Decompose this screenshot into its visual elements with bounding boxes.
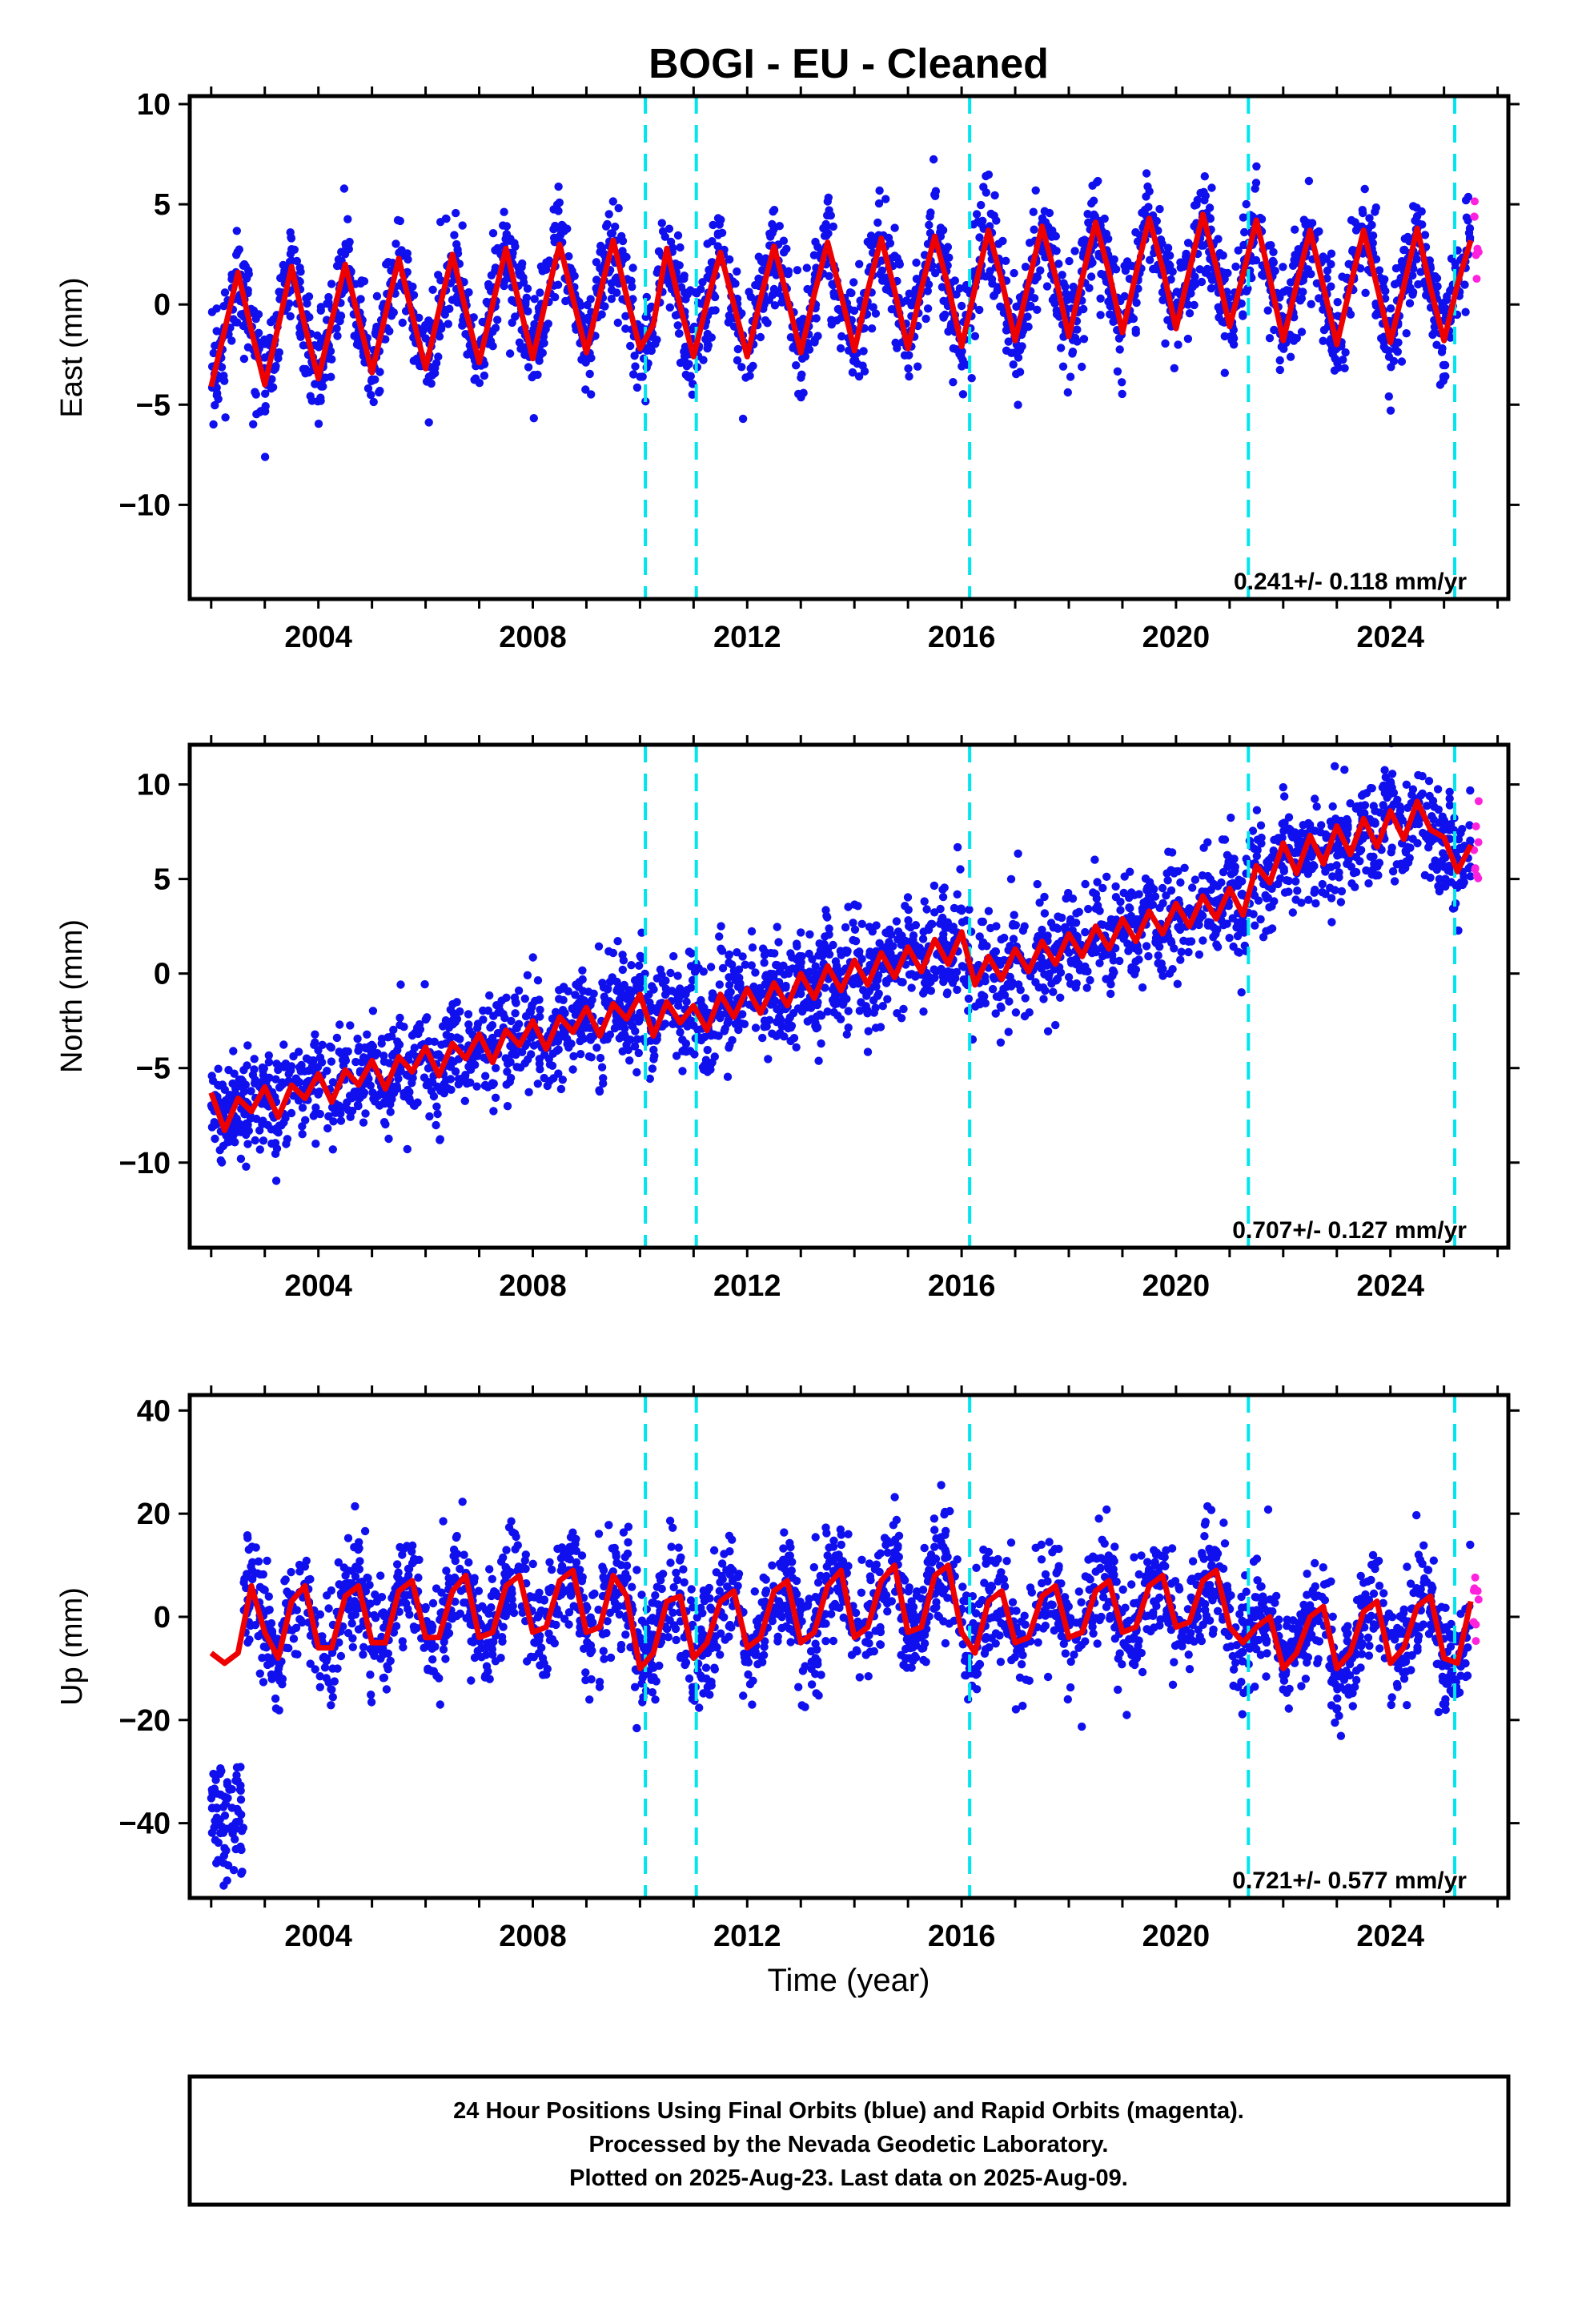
y-tick-label: −5 [136, 1052, 171, 1086]
rapid-point [1474, 797, 1483, 806]
rapid-point [1470, 212, 1479, 221]
y-tick-label: −10 [119, 489, 171, 522]
rate-label: 0.721+/- 0.577 mm/yr [1232, 1868, 1467, 1894]
panel-up: −40 −20 0 20 40 2004 2008 2012 2016 2020 2024 Up (m… [55, 1385, 1520, 1953]
x-tick-label: 2008 [499, 1269, 567, 1303]
rapid-orbit-points [1470, 797, 1483, 883]
rapid-orbit-points [1470, 197, 1483, 283]
y-tick-label: 0 [154, 958, 171, 991]
panel-north: −10 −5 0 5 10 2004 2008 2012 2016 2020 2024 North (… [55, 735, 1520, 1303]
final-orbit-points [207, 155, 1475, 461]
rapid-point [1472, 822, 1480, 830]
rapid-point [1469, 1586, 1478, 1595]
x-tick-label: 2004 [284, 621, 352, 654]
x-tick-label: 2004 [284, 1269, 352, 1303]
rapid-orbit-points [1469, 1573, 1483, 1646]
rapid-point [1472, 1637, 1480, 1646]
x-tick-label: 2012 [713, 621, 781, 654]
plot-frame [187, 94, 1511, 601]
y-axis-label: North (mm) [55, 919, 89, 1073]
rapid-point [1471, 864, 1480, 873]
rapid-point [1471, 1573, 1480, 1582]
caption-line-1: 24 Hour Positions Using Final Orbits (bl… [453, 2098, 1244, 2124]
rapid-point [1469, 1618, 1478, 1626]
y-tick-label: 0 [154, 288, 171, 322]
x-tick-label: 2024 [1356, 1920, 1424, 1953]
x-tick-label: 2024 [1356, 621, 1424, 654]
x-tick-label: 2012 [713, 1920, 781, 1953]
y-tick-label: −20 [119, 1704, 171, 1738]
x-tick-label: 2016 [928, 1269, 996, 1303]
panel-east: −10 −5 0 5 10 2004 2008 2012 2016 2020 2024 East (m… [55, 86, 1520, 654]
caption-box: 24 Hour Positions Using Final Orbits (bl… [187, 2074, 1511, 2207]
rapid-point [1472, 275, 1481, 283]
x-tick-label: 2008 [499, 1920, 567, 1953]
y-axis-label: East (mm) [55, 277, 89, 417]
y-tick-label: 0 [154, 1601, 171, 1634]
x-tick-label: 2020 [1142, 1269, 1211, 1303]
rapid-point [1474, 874, 1483, 883]
x-tick-label: 2020 [1142, 1920, 1211, 1953]
y-tick-label: 40 [137, 1394, 171, 1428]
x-tick-label: 2004 [284, 1920, 352, 1953]
x-axis-label: Time (year) [768, 1963, 930, 1998]
x-tick-label: 2012 [713, 1269, 781, 1303]
rapid-point [1472, 250, 1480, 259]
x-tick-label: 2008 [499, 621, 567, 654]
caption-line-3: Plotted on 2025-Aug-23. Last data on 202… [569, 2165, 1128, 2191]
y-tick-label: −40 [119, 1807, 171, 1841]
final-orbit-points [207, 1481, 1475, 1890]
model-fit-line [208, 798, 1474, 1134]
y-tick-label: 10 [137, 769, 171, 802]
rapid-point [1470, 197, 1479, 206]
x-tick-label: 2016 [928, 1920, 996, 1953]
y-tick-label: −5 [136, 388, 171, 422]
figure-title: BOGI - EU - Cleaned [648, 41, 1049, 87]
x-tick-label: 2020 [1142, 621, 1211, 654]
y-tick-label: 5 [154, 863, 171, 897]
rapid-point [1474, 838, 1483, 846]
final-orbit-points [207, 745, 1475, 1185]
model-fit-line [209, 1562, 1474, 1671]
y-tick-label: 10 [137, 88, 171, 122]
rate-label: 0.241+/- 0.118 mm/yr [1234, 569, 1467, 595]
plot-frame [187, 1393, 1511, 1900]
plot-frame [187, 742, 1511, 1250]
x-tick-label: 2024 [1356, 1269, 1424, 1303]
y-tick-label: 20 [137, 1498, 171, 1531]
y-axis-label: Up (mm) [55, 1587, 89, 1706]
x-tick-label: 2016 [928, 621, 996, 654]
y-tick-label: −10 [119, 1147, 171, 1180]
rapid-point [1474, 1595, 1483, 1604]
rate-label: 0.707+/- 0.127 mm/yr [1232, 1217, 1467, 1244]
model-fit-line [208, 211, 1474, 388]
caption-line-2: Processed by the Nevada Geodetic Laborat… [589, 2132, 1109, 2157]
y-tick-label: 5 [154, 188, 171, 222]
